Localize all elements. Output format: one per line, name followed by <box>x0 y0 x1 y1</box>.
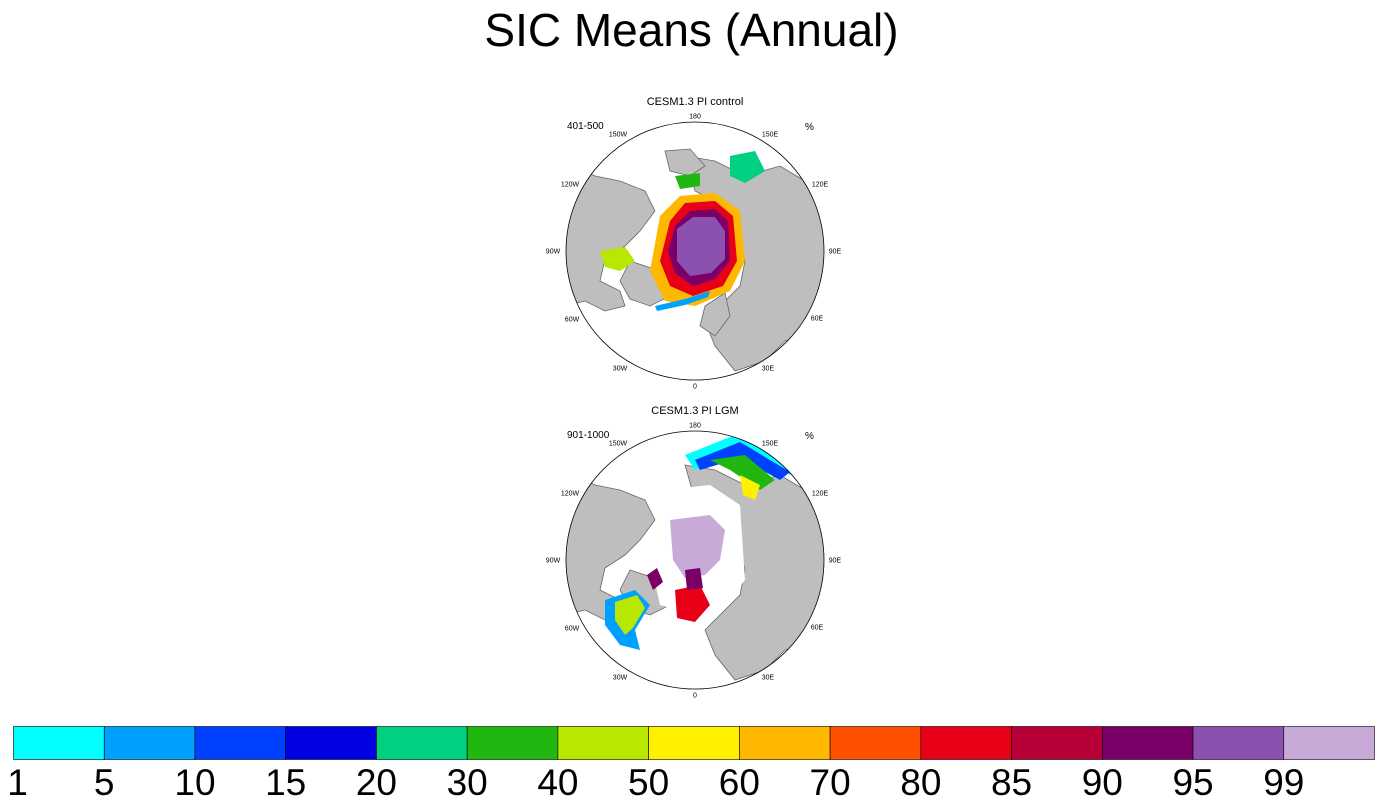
colorbar-swatch <box>557 726 649 760</box>
colorbar-label: 90 <box>1081 762 1123 803</box>
panel-2-lon-60e: 60E <box>810 624 824 632</box>
sea-ice-okhotsk <box>730 151 765 183</box>
panel-2-lon-120w: 120W <box>560 490 580 498</box>
colorbar-label: 1 <box>7 762 28 803</box>
sea-ice-band-95 <box>677 217 725 276</box>
panel-1-lon-120e: 120E <box>811 181 829 189</box>
sea-ice-pacific-yellow <box>740 475 760 500</box>
sea-ice-edge <box>655 291 710 311</box>
panel-1-lon-30w: 30W <box>612 365 628 373</box>
colorbar-swatch <box>829 726 922 760</box>
colorbar-swatch <box>1283 726 1375 760</box>
panel-2-lon-120e: 120E <box>811 490 829 498</box>
colorbar-label: 50 <box>628 762 670 803</box>
panel-1-lon-30e: 30E <box>761 365 775 373</box>
panel-1-lon-90e: 90E <box>828 248 842 256</box>
colorbar-label: 40 <box>537 762 579 803</box>
sea-ice-arctic <box>670 515 725 578</box>
colorbar-swatch <box>648 726 740 760</box>
colorbar-swatch <box>1192 726 1285 760</box>
panel-2-lon-150e: 150E <box>761 440 779 448</box>
panel-1-units: % <box>805 122 814 133</box>
colorbar-label: 30 <box>446 762 488 803</box>
colorbar-label: 10 <box>174 762 216 803</box>
panel-1-lon-180: 180 <box>689 113 701 121</box>
panel-2-years: 901-1000 <box>567 430 610 441</box>
colorbar-swatch <box>1011 726 1103 760</box>
sea-ice-atlantic-inner <box>615 595 645 635</box>
colorbar-swatch <box>103 726 196 760</box>
colorbar-swatch <box>285 726 377 760</box>
panel-1-lon-150w: 150W <box>608 131 628 139</box>
colorbar-label: 95 <box>1172 762 1214 803</box>
panel-1-lon-0: 0 <box>693 383 697 391</box>
panel-2-lon-0: 0 <box>693 692 697 700</box>
colorbar-label: 70 <box>809 762 851 803</box>
sea-ice-hudson <box>600 247 635 271</box>
land-scandinavia <box>699 292 731 337</box>
sea-ice-bering <box>675 173 700 189</box>
colorbar-label: 99 <box>1263 762 1305 803</box>
panel-2-lon-150w: 150W <box>608 440 628 448</box>
panel-2-lon-30e: 30E <box>761 674 775 682</box>
colorbar-swatch <box>194 726 286 760</box>
land-alaska-siberia <box>664 148 706 177</box>
colorbar <box>13 726 1375 760</box>
sea-ice-barents-red <box>675 585 710 622</box>
panel-2-lon-90w: 90W <box>545 557 561 565</box>
panel-2-map <box>565 430 825 690</box>
panel-2-lon-90e: 90E <box>828 557 842 565</box>
panel-1-years: 401-500 <box>567 121 604 132</box>
panel-2-title: CESM1.3 PI LGM <box>651 405 739 417</box>
panel-1-title: CESM1.3 PI control <box>646 96 744 108</box>
sea-ice-labrador <box>647 568 663 590</box>
sea-ice-barents-purple <box>685 568 703 590</box>
panel-1-lon-120w: 120W <box>560 181 580 189</box>
colorbar-swatch <box>739 726 831 760</box>
colorbar-label: 5 <box>93 762 115 803</box>
colorbar-swatch <box>13 726 105 760</box>
panel-1-lon-60w: 60W <box>564 316 580 324</box>
panel-2-lon-30w: 30W <box>612 674 628 682</box>
colorbar-label: 15 <box>265 762 307 803</box>
colorbar-swatch <box>466 726 559 760</box>
panel-2-lon-180: 180 <box>689 422 701 430</box>
panel-2-units: % <box>805 431 814 442</box>
colorbar-swatch <box>920 726 1012 760</box>
page-title: SIC Means (Annual) <box>484 4 899 56</box>
sea-ice-pacific-cyan <box>685 435 795 475</box>
panel-1-lon-90w: 90W <box>545 248 561 256</box>
sea-ice-pacific-blue <box>695 442 790 480</box>
colorbar-label: 80 <box>900 762 942 803</box>
colorbar-label: 20 <box>355 762 397 803</box>
panel-1-lon-150e: 150E <box>761 131 779 139</box>
colorbar-swatch <box>376 726 468 760</box>
panel-1-lon-60e: 60E <box>810 315 824 323</box>
sea-ice-pacific-green <box>710 455 775 490</box>
land-north-america <box>566 469 656 621</box>
panel-2-lon-60w: 60W <box>564 625 580 633</box>
panel-1-map <box>565 121 825 381</box>
colorbar-label: 60 <box>718 762 760 803</box>
colorbar-label: 85 <box>990 762 1033 803</box>
colorbar-swatch <box>1102 726 1194 760</box>
